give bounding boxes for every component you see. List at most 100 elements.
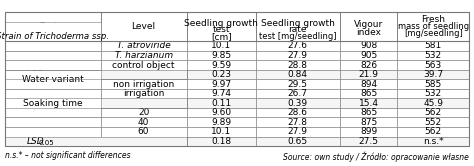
Bar xyxy=(255,98,340,108)
Bar xyxy=(5,60,100,70)
Bar xyxy=(5,12,469,146)
Bar xyxy=(5,98,100,108)
Bar xyxy=(5,70,187,79)
Bar xyxy=(340,108,397,118)
Text: Soaking time: Soaking time xyxy=(23,99,82,108)
Text: 585: 585 xyxy=(425,80,442,89)
Bar xyxy=(397,41,469,51)
Text: 9.89: 9.89 xyxy=(211,118,231,127)
Text: Source: own study / Źródło: opracowanie własne: Source: own study / Źródło: opracowanie … xyxy=(283,151,469,162)
Bar xyxy=(100,108,187,118)
Text: 10.1: 10.1 xyxy=(211,42,231,50)
Bar xyxy=(340,98,397,108)
Text: 9.97: 9.97 xyxy=(211,80,231,89)
Text: n.s.*: n.s.* xyxy=(423,137,444,146)
Text: [cm]: [cm] xyxy=(211,32,232,41)
Bar xyxy=(397,98,469,108)
Text: Level: Level xyxy=(132,22,155,31)
Text: LSD: LSD xyxy=(27,99,44,108)
Text: 9.59: 9.59 xyxy=(211,61,231,70)
Bar xyxy=(5,137,187,146)
Bar xyxy=(5,41,100,51)
Bar xyxy=(255,89,340,98)
Text: 905: 905 xyxy=(360,51,377,60)
Bar xyxy=(255,51,340,60)
Text: 0.05: 0.05 xyxy=(38,102,54,108)
Bar xyxy=(5,118,100,127)
Bar xyxy=(100,70,187,79)
Text: 908: 908 xyxy=(360,42,377,50)
Text: 45.9: 45.9 xyxy=(423,99,443,108)
Bar xyxy=(187,127,255,137)
Bar xyxy=(340,89,397,98)
Bar xyxy=(340,137,397,146)
Bar xyxy=(255,108,340,118)
Bar xyxy=(255,41,340,51)
Bar xyxy=(187,60,255,70)
Bar xyxy=(340,79,397,89)
Bar xyxy=(187,51,255,60)
Bar xyxy=(397,137,469,146)
Text: 0.18: 0.18 xyxy=(211,137,231,146)
Text: 39.7: 39.7 xyxy=(423,70,443,79)
Text: 0.65: 0.65 xyxy=(288,137,308,146)
Bar xyxy=(187,108,255,118)
Text: 826: 826 xyxy=(360,61,377,70)
Bar xyxy=(255,60,340,70)
Bar xyxy=(255,79,340,89)
Bar xyxy=(397,118,469,127)
Bar xyxy=(397,89,469,98)
Text: 60: 60 xyxy=(138,127,149,136)
Bar xyxy=(100,98,187,108)
Text: Factor: Factor xyxy=(39,22,66,31)
Text: Seedling growth: Seedling growth xyxy=(261,19,335,28)
Text: rate: rate xyxy=(289,25,307,35)
Bar xyxy=(187,137,255,146)
Bar xyxy=(100,118,187,127)
Text: 562: 562 xyxy=(425,127,442,136)
Text: 20: 20 xyxy=(138,108,149,117)
Text: 0.05: 0.05 xyxy=(38,74,54,80)
Bar xyxy=(100,89,187,98)
Text: 865: 865 xyxy=(360,89,377,98)
Bar xyxy=(340,70,397,79)
Text: 9.60: 9.60 xyxy=(211,108,231,117)
Text: Water variant: Water variant xyxy=(22,75,83,84)
Bar xyxy=(5,137,100,146)
Text: 10.1: 10.1 xyxy=(211,127,231,136)
Bar xyxy=(5,98,187,108)
Bar xyxy=(340,118,397,127)
Bar xyxy=(187,12,255,41)
Text: 0.11: 0.11 xyxy=(211,99,231,108)
Bar xyxy=(397,70,469,79)
Text: 532: 532 xyxy=(425,89,442,98)
Bar xyxy=(5,70,100,79)
Text: test: test xyxy=(212,25,230,35)
Bar xyxy=(187,79,255,89)
Text: 562: 562 xyxy=(425,108,442,117)
Bar xyxy=(255,70,340,79)
Text: 27.5: 27.5 xyxy=(359,137,379,146)
Bar xyxy=(100,79,187,89)
Text: Vigour: Vigour xyxy=(354,20,383,29)
Bar xyxy=(5,12,100,41)
Text: 28.8: 28.8 xyxy=(288,61,308,70)
Text: [mg/seedling]: [mg/seedling] xyxy=(404,29,463,38)
Bar xyxy=(5,137,187,146)
Bar xyxy=(187,89,255,98)
Bar xyxy=(340,41,397,51)
Bar xyxy=(100,60,187,70)
Bar xyxy=(100,12,187,41)
Text: 563: 563 xyxy=(425,61,442,70)
Bar xyxy=(100,41,187,51)
Text: LSD: LSD xyxy=(27,70,44,79)
Text: LSD: LSD xyxy=(27,137,44,146)
Text: 532: 532 xyxy=(425,51,442,60)
Text: Seedling growth: Seedling growth xyxy=(184,19,258,28)
Bar xyxy=(5,51,100,60)
Text: 0.23: 0.23 xyxy=(211,70,231,79)
Text: 15.4: 15.4 xyxy=(359,99,379,108)
Bar xyxy=(397,51,469,60)
Text: 40: 40 xyxy=(138,118,149,127)
Bar xyxy=(100,137,187,146)
